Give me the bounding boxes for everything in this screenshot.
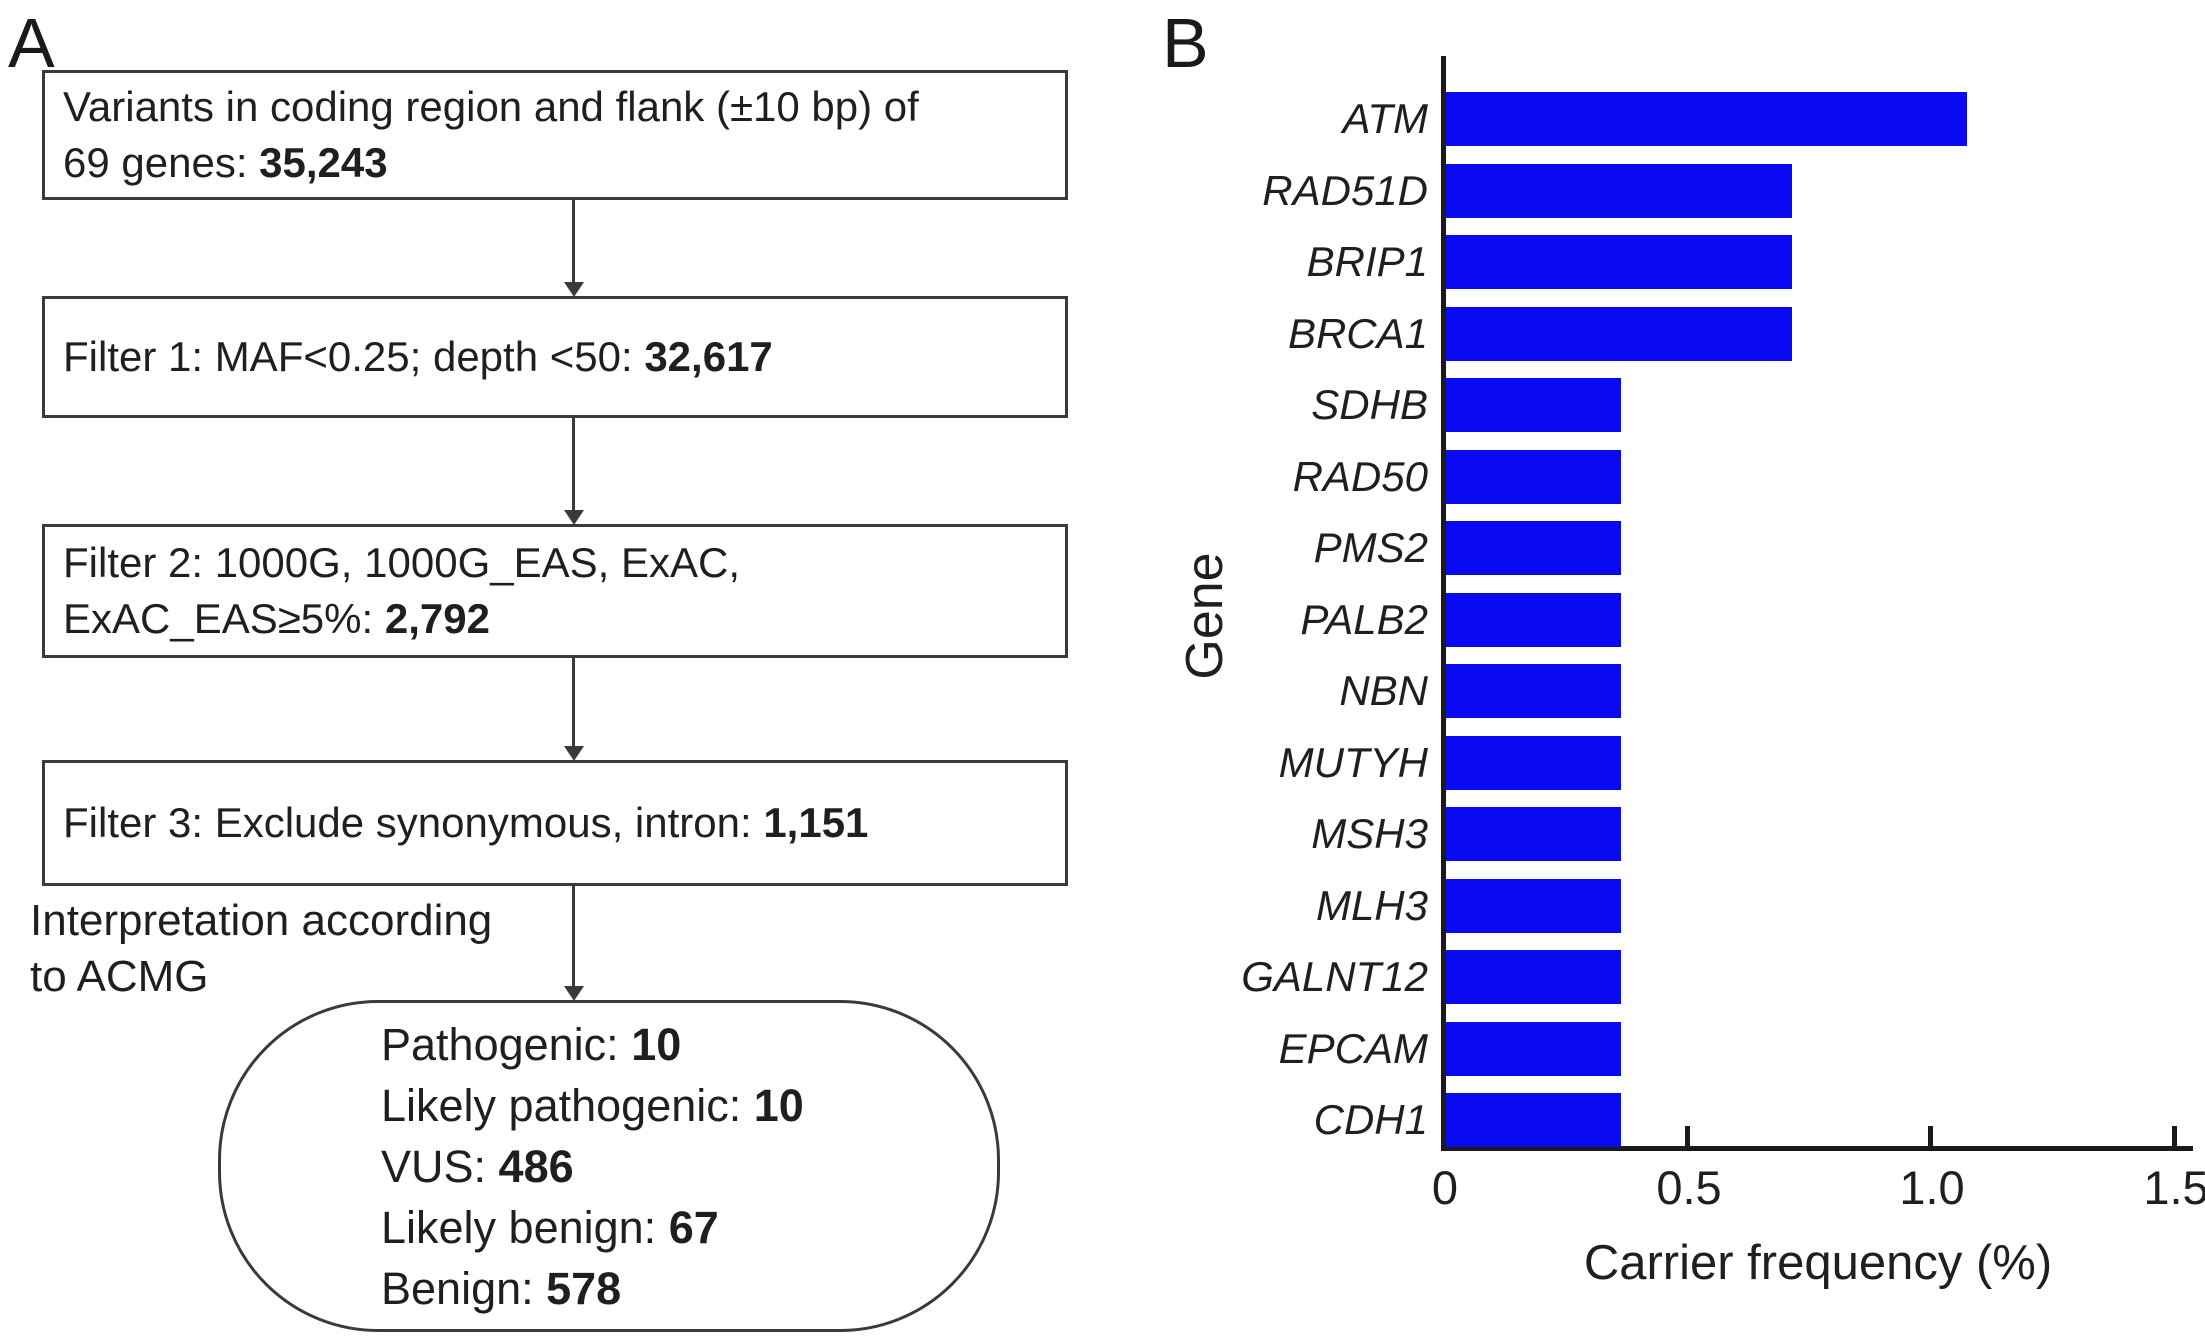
bar-atm	[1446, 92, 1967, 146]
arrowhead-icon	[564, 746, 584, 761]
text-line: Filter 2: 1000G, 1000G_EAS, ExAC,	[63, 539, 741, 586]
classification-terminal-box: Pathogenic: 10 Likely pathogenic: 10 VUS: …	[218, 1000, 1000, 1332]
flow-box-filter3: Filter 3: Exclude synonymous, intron: 1,…	[42, 760, 1068, 886]
bar-brip1	[1446, 235, 1792, 289]
bar-cdh1	[1446, 1093, 1621, 1147]
bar-brca1	[1446, 307, 1792, 361]
gene-tick-label-pms2: PMS2	[1313, 524, 1428, 571]
text-line: Likely pathogenic: 10	[381, 1079, 804, 1131]
flow-box-filter1: Filter 1: MAF<0.25; depth <50: 32,617	[42, 296, 1068, 418]
gene-tick-label-epcam: EPCAM	[1278, 1025, 1428, 1072]
bar-mutyh	[1446, 736, 1621, 790]
acmg-note-line2: to ACMG	[30, 952, 209, 1001]
text-line: Benign: 578	[381, 1262, 622, 1314]
arrowhead-icon	[564, 986, 584, 1001]
x-axis-line	[1441, 1146, 2193, 1151]
text-line: ExAC_EAS≥5%: 2,792	[63, 595, 490, 642]
flow-box-filter2: Filter 2: 1000G, 1000G_EAS, ExAC, ExAC_EA…	[42, 524, 1068, 658]
acmg-note-line1: Interpretation according	[30, 896, 493, 945]
x-axis-title: Carrier frequency (%)	[1583, 1236, 2053, 1290]
y-axis-line	[1441, 56, 1446, 1150]
bar-palb2	[1446, 593, 1621, 647]
arrowhead-icon	[564, 282, 584, 297]
gene-tick-label-msh3: MSH3	[1311, 810, 1428, 857]
gene-tick-label-brca1: BRCA1	[1287, 310, 1428, 357]
gene-tick-label-cdh1: CDH1	[1313, 1096, 1428, 1143]
bar-nbn	[1446, 664, 1621, 718]
x-tick-label-0: 0	[1431, 1161, 1459, 1214]
panel-b-label: B	[1162, 4, 1209, 82]
text-line: Variants in coding region and flank (±10…	[63, 83, 919, 130]
gene-tick-label-rad50: RAD50	[1292, 453, 1428, 500]
text-line: Filter 1: MAF<0.25; depth <50: 32,617	[63, 333, 773, 380]
gene-tick-label-brip1: BRIP1	[1306, 238, 1428, 285]
gene-tick-label-galnt12: GALNT12	[1241, 953, 1428, 1000]
x-tick-label-0.5: 0.5	[1656, 1161, 1722, 1214]
gene-tick-label-palb2: PALB2	[1300, 596, 1428, 643]
flow-arrow-3	[564, 658, 584, 761]
gene-tick-label-mlh3: MLH3	[1315, 882, 1428, 929]
gene-tick-label-nbn: NBN	[1339, 667, 1428, 714]
flow-box-variants: Variants in coding region and flank (±10…	[42, 70, 1068, 200]
x-tick-mark-1.5	[2172, 1126, 2177, 1146]
bar-pms2	[1446, 521, 1621, 575]
flow-arrow-1	[564, 200, 584, 297]
text-line: VUS: 486	[381, 1140, 574, 1192]
gene-tick-label-mutyh: MUTYH	[1278, 739, 1428, 786]
bar-rad51d	[1446, 164, 1792, 218]
x-tick-mark-0.5	[1685, 1126, 1690, 1146]
x-tick-label-1.0: 1.0	[1899, 1161, 1965, 1214]
bar-galnt12	[1446, 950, 1621, 1004]
x-tick-label-1.5: 1.5	[2143, 1161, 2205, 1214]
bar-mlh3	[1446, 879, 1621, 933]
gene-tick-label-rad51d: RAD51D	[1262, 167, 1428, 214]
x-tick-mark-1.0	[1928, 1126, 1933, 1146]
bar-rad50	[1446, 450, 1621, 504]
text-line: Likely benign: 67	[381, 1201, 719, 1253]
text-line: Pathogenic: 10	[381, 1018, 682, 1070]
bar-epcam	[1446, 1022, 1621, 1076]
gene-tick-label-sdhb: SDHB	[1311, 381, 1428, 428]
gene-tick-label-atm: ATM	[1342, 95, 1428, 142]
arrowhead-icon	[564, 510, 584, 525]
bar-msh3	[1446, 807, 1621, 861]
panel-a-label: A	[8, 4, 55, 82]
acmg-note: Interpretation according to ACMG	[30, 893, 492, 1005]
text-line: Filter 3: Exclude synonymous, intron: 1,…	[63, 799, 869, 846]
text-line: 69 genes: 35,243	[63, 139, 388, 186]
flow-arrow-2	[564, 418, 584, 525]
bar-sdhb	[1446, 378, 1621, 432]
flow-arrow-4	[564, 886, 584, 1001]
